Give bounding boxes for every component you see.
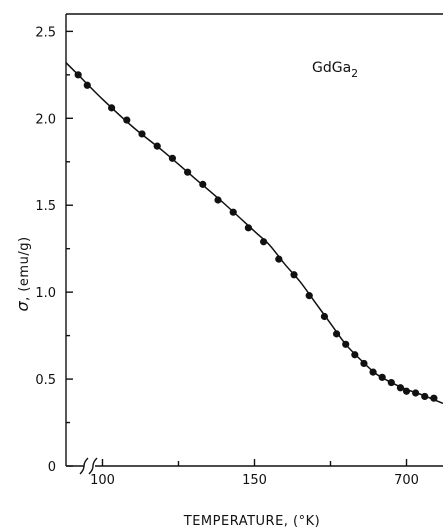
data-point bbox=[360, 359, 368, 368]
data-point bbox=[412, 389, 420, 397]
data-point bbox=[74, 71, 82, 79]
data-point bbox=[199, 180, 207, 188]
data-point bbox=[402, 387, 411, 395]
data-point bbox=[320, 312, 329, 321]
data-point bbox=[214, 196, 222, 204]
data-point bbox=[342, 340, 350, 348]
y-tick-label: 2.0 bbox=[35, 112, 56, 127]
data-point bbox=[108, 104, 116, 112]
data-point bbox=[378, 373, 386, 381]
data-point bbox=[168, 154, 177, 162]
data-point bbox=[229, 208, 237, 216]
data-point bbox=[123, 116, 131, 124]
data-point bbox=[332, 330, 341, 338]
data-point bbox=[275, 255, 283, 263]
data-point bbox=[290, 271, 298, 279]
compound-subscript: 2 bbox=[351, 67, 358, 80]
axis-break-mark bbox=[88, 457, 98, 475]
data-point bbox=[421, 392, 429, 401]
x-tick-label: 700 bbox=[394, 473, 419, 488]
data-point bbox=[184, 168, 192, 176]
y-tick-label: 2.5 bbox=[35, 25, 56, 40]
compound-label: GdGa2 bbox=[312, 60, 358, 80]
data-point bbox=[369, 368, 377, 376]
x-tick-label: 150 bbox=[242, 473, 267, 488]
data-point bbox=[244, 224, 253, 232]
fit-curve bbox=[65, 62, 443, 405]
data-point bbox=[138, 130, 146, 138]
fit-curve-line bbox=[65, 62, 443, 405]
sigma-symbol: σ bbox=[13, 301, 32, 312]
data-point bbox=[83, 81, 91, 89]
y-tick-label: 0 bbox=[48, 460, 56, 475]
y-tick-label: 1.5 bbox=[35, 199, 56, 214]
axis-break-mark bbox=[79, 457, 89, 475]
x-tick-label: 100 bbox=[90, 473, 115, 488]
data-points bbox=[74, 71, 438, 402]
ticks: 0 0.5 1.0 1.5 2.0 2.5 100 150 700 bbox=[35, 25, 419, 488]
x-axis-label: TEMPERATURE, (°K) bbox=[183, 514, 320, 529]
data-point bbox=[387, 378, 395, 387]
data-point bbox=[430, 394, 438, 402]
data-point bbox=[153, 142, 161, 150]
data-point bbox=[351, 351, 359, 359]
axes bbox=[65, 13, 443, 475]
data-point bbox=[305, 292, 313, 300]
y-tick-label: 1.0 bbox=[35, 286, 56, 301]
y-axis-label: σ, (emu/g) bbox=[13, 236, 32, 311]
data-point bbox=[260, 238, 268, 246]
y-tick-label: 0.5 bbox=[35, 373, 56, 388]
data-point bbox=[396, 384, 405, 392]
